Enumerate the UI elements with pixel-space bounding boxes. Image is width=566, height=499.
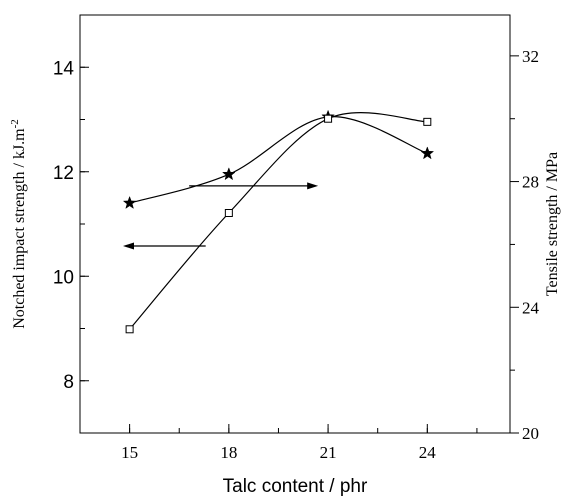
square-marker [224, 209, 233, 217]
y-right-tick-label: 24 [522, 298, 540, 317]
y-axis-left-label-text: Notched impact strength / kJ.m [11, 128, 28, 329]
y-right-tick-label: 20 [522, 424, 539, 443]
x-tick-label: 18 [220, 443, 237, 462]
arrow-right-head [307, 182, 319, 190]
x-tick-label: 15 [121, 443, 138, 462]
star-marker [122, 195, 137, 209]
y-left-tick-label: 12 [53, 163, 74, 184]
x-tick-label: 24 [419, 443, 437, 462]
square-marker [423, 117, 432, 126]
y-axis-left-label: Notched impact strength / kJ.m-2 [9, 119, 28, 329]
tick-marks [79, 14, 519, 434]
y-left-tick-labels: 8 10 12 14 [53, 58, 75, 393]
series-layer [122, 109, 435, 334]
plot-frame [79, 14, 511, 434]
y-axis-right-label: Tensile strength / MPa [544, 152, 561, 296]
square-marker [125, 325, 134, 334]
x-tick-label: 21 [320, 443, 337, 462]
x-axis-label: Talc content / phr [223, 476, 368, 497]
series-line-star [129, 116, 428, 204]
arrow-left-head [123, 242, 134, 250]
x-tick-labels: 15 18 21 24 [121, 443, 436, 462]
star-marker [420, 146, 435, 160]
star-marker [221, 167, 236, 181]
arrows-layer [123, 182, 319, 250]
square-marker [324, 114, 333, 123]
y-right-tick-labels: 20 24 28 32 [522, 47, 540, 443]
y-right-tick-label: 28 [522, 173, 539, 192]
y-left-tick-label: 14 [53, 58, 75, 79]
y-left-tick-label: 8 [63, 372, 74, 393]
series-line-square [129, 112, 428, 330]
y-left-tick-label: 10 [53, 267, 74, 288]
y-right-tick-label: 32 [522, 47, 539, 66]
y-axis-left-label-superscript: -2 [9, 119, 21, 128]
